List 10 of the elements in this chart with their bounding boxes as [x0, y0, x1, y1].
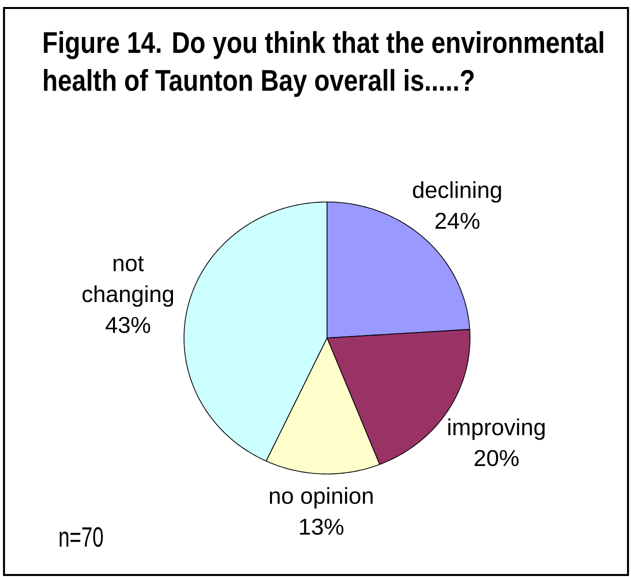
data-label: 13%	[300, 518, 344, 535]
data-label: 43%	[106, 316, 150, 334]
slice-label: declining	[413, 181, 501, 203]
slice-label: improving	[448, 418, 545, 440]
slice-label: not changing	[82, 256, 174, 307]
chart-title: Figure 14. Do you think that the environmental health of Taunton Bay overall is.....?	[44, 31, 604, 97]
slice-label: no opinion	[270, 487, 373, 508]
data-label: 24%	[435, 212, 480, 229]
data-label: 20%	[474, 450, 519, 466]
text: n=70	[60, 527, 103, 547]
